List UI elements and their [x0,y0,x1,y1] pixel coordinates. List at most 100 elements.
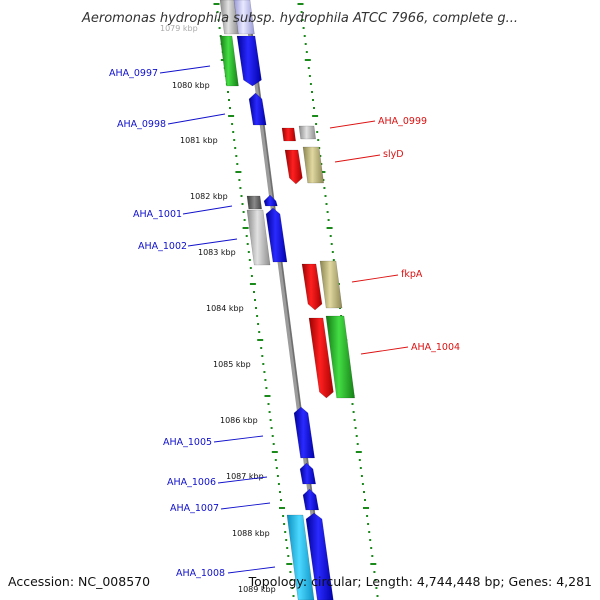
tick-mark [232,131,235,133]
tick-mark [351,403,354,405]
tick-mark [331,251,334,253]
gene-label-AHA_1005[interactable]: AHA_1005 [163,437,212,448]
feature-block-tan[interactable] [302,146,324,184]
tick-mark [307,67,310,69]
tick-mark [367,523,370,525]
tick-mark [264,379,267,381]
tick-mark [359,467,362,469]
tick-mark [239,187,242,189]
tick-mark [320,163,323,165]
tick-mark [250,275,253,277]
tick-mark [260,347,263,349]
feature-block-red[interactable] [301,263,323,311]
tick-mark [256,315,259,317]
tick-mark [286,547,289,549]
tick-mark [312,99,314,101]
feature-block-blue[interactable] [302,488,319,511]
feature-block-blue[interactable] [305,512,334,600]
tick-mark [283,523,286,525]
tick-mark [246,243,249,245]
tick-mark [267,403,270,405]
tick-mark [271,435,274,437]
gene-label-fkpA[interactable]: fkpA [401,269,423,280]
tick-mark [274,459,277,461]
tick-mark [308,75,311,77]
tick-mark [263,371,266,373]
gene-label-AHA_1002[interactable]: AHA_1002 [138,241,187,252]
gene-label-AHA_0999[interactable]: AHA_0999 [378,116,427,127]
feature-block-red[interactable] [284,149,303,185]
label-leader [167,113,226,125]
tick-mark [358,459,361,461]
label-leader [213,435,264,443]
tick-mark [317,139,320,141]
tick-mark [235,171,242,173]
feature-block-blue[interactable] [293,406,315,459]
tick-mark [325,203,328,205]
tick-mark [231,123,234,125]
tick-mark [261,355,264,357]
tick-mark [249,267,252,269]
feature-block-darkgray[interactable] [246,195,262,210]
position-label: 1082 kbp [190,192,228,201]
gene-label-AHA_1008[interactable]: AHA_1008 [176,568,225,579]
feature-block-tan[interactable] [319,260,343,309]
tick-mark [319,171,326,173]
tick-mark [323,187,326,189]
position-label: 1086 kbp [220,416,258,425]
tick-mark [318,147,321,149]
gene-label-AHA_1004[interactable]: AHA_1004 [411,342,460,353]
feature-block-blue[interactable] [265,207,288,263]
tick-mark [227,91,229,93]
gene-label-slyD[interactable]: slyD [383,149,404,160]
tick-mark [242,211,245,213]
tick-mark [217,19,220,21]
gene-label-AHA_1007[interactable]: AHA_1007 [170,503,219,514]
tick-mark [242,227,249,229]
feature-block-blue[interactable] [299,462,316,485]
tick-mark [271,451,278,453]
tick-mark [264,395,271,397]
feature-block-cyan[interactable] [286,514,315,600]
tick-mark [216,11,219,13]
feature-block-red[interactable] [281,127,296,142]
tick-mark [287,555,290,557]
gene-label-AHA_0997[interactable]: AHA_0997 [109,68,158,79]
feature-block-red[interactable] [308,317,334,399]
tick-mark [234,147,237,149]
tick-mark [302,27,305,29]
feature-block-green[interactable] [219,35,239,87]
tick-mark [319,155,322,157]
tick-mark [254,299,256,301]
label-leader [220,502,271,510]
map-title: Aeromonas hydrophila subsp. hydrophila A… [81,11,518,26]
feature-block-blue[interactable] [248,92,267,126]
reverse-gene-labels: AHA_0999 slyD fkpA AHA_1004 [329,116,460,355]
feature-block-blue[interactable] [263,194,278,207]
feature-block-gray[interactable] [246,209,271,266]
tick-mark [324,195,327,197]
feature-block-gray[interactable] [298,125,316,140]
gene-label-AHA_1001[interactable]: AHA_1001 [133,209,182,220]
tick-mark [374,579,377,581]
gene-label-AHA_0998[interactable]: AHA_0998 [117,119,166,130]
tick-mark [313,107,315,109]
position-label: 1088 kbp [232,529,270,538]
tick-mark [249,283,256,285]
tick-mark [360,475,363,477]
position-label: 1081 kbp [180,136,218,145]
gene-label-AHA_1006[interactable]: AHA_1006 [167,477,216,488]
label-leader [217,476,268,484]
tick-mark [326,211,329,213]
tick-mark [213,3,220,5]
tick-mark [268,411,271,413]
feature-block-blue[interactable] [236,35,262,87]
label-leader [334,154,381,163]
feature-block-green[interactable] [325,315,355,399]
topology-text: Topology: circular; Length: 4,744,448 bp… [248,574,592,589]
tick-mark [366,515,369,517]
feature-block-lavender[interactable] [233,0,255,35]
tick-mark [289,571,292,573]
tick-mark [240,195,243,197]
